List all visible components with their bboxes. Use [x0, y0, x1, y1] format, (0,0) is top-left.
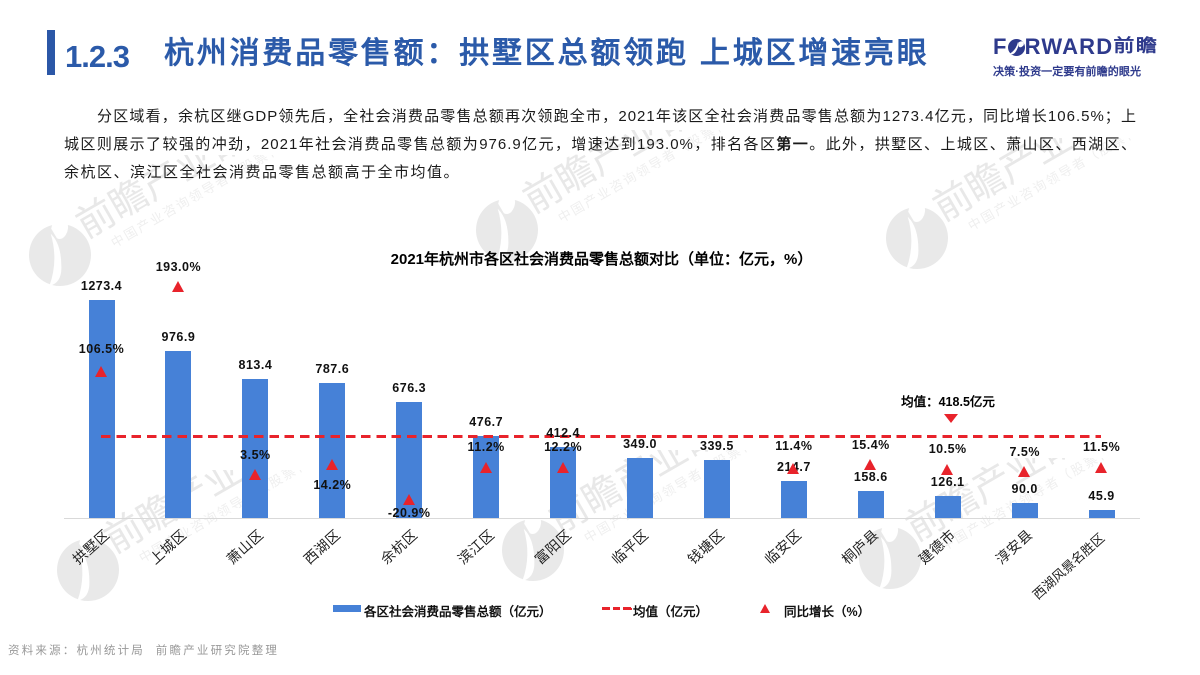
svg-text:中国产业咨询领导者（股票代码: 中国产业咨询领导者（股票代码: [581, 450, 770, 546]
